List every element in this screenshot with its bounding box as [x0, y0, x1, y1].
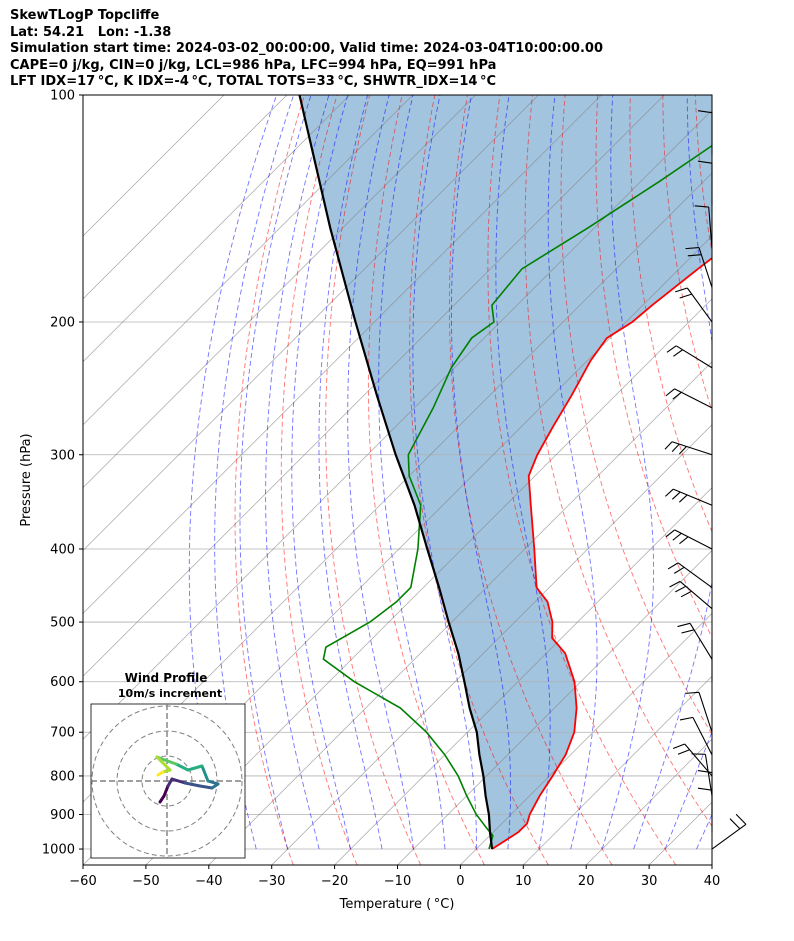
isotherm-line [775, 95, 794, 865]
x-tick-label: 10 [515, 874, 532, 889]
wind-barb-flag [698, 771, 712, 773]
x-tick-label: −40 [195, 874, 222, 889]
wind-barb-flag [665, 489, 673, 496]
y-tick-label: 800 [50, 769, 75, 784]
hodograph-trace [200, 786, 212, 788]
x-tick-label: 0 [456, 874, 464, 889]
wind-barb-flag [668, 563, 678, 569]
wind-barb-flag [666, 530, 675, 537]
moist-adiabat-line [240, 95, 311, 849]
wind-barb [687, 288, 712, 322]
x-tick-label: 40 [704, 874, 721, 889]
y-tick-label: 100 [50, 89, 75, 104]
inset-title: Wind Profile [125, 671, 208, 685]
wind-barb-flag [672, 444, 679, 452]
wind-barb-flag [680, 294, 692, 298]
dry-adiabat-line [761, 95, 794, 865]
x-tick-label: −60 [69, 874, 96, 889]
x-tick-label: −20 [321, 874, 348, 889]
y-tick-label: 500 [50, 616, 75, 631]
inset-subtitle: 10m/s increment [118, 687, 222, 700]
x-tick-label: −10 [384, 874, 411, 889]
wind-barb-flag [673, 350, 682, 357]
wind-barb-flag [667, 346, 676, 353]
dry-adiabat-line [235, 95, 304, 865]
y-axis-label: Pressure (hPa) [19, 433, 34, 526]
isotherm-line [712, 95, 794, 865]
wind-barb [675, 530, 712, 549]
wind-barb-flag [675, 586, 685, 592]
wind-barb [672, 442, 712, 455]
wind-barb-flag [673, 392, 682, 399]
wind-barb-flag [698, 788, 712, 790]
wind-barb-flag [736, 814, 746, 824]
wind-barb [673, 489, 712, 505]
wind-barb-flag [678, 623, 691, 626]
wind-barb-flag [665, 442, 672, 450]
wind-barb-flag [666, 389, 675, 396]
wind-barb-flag [681, 630, 694, 633]
x-tick-label: −30 [258, 874, 285, 889]
x-axis-label: Temperature ( °C) [339, 897, 455, 912]
cape-shading [300, 95, 794, 849]
wind-barb [675, 389, 712, 408]
x-tick-label: −50 [132, 874, 159, 889]
wind-barb-flag [679, 495, 687, 502]
x-tick-label: 20 [578, 874, 595, 889]
wind-barb-flag [678, 750, 690, 754]
y-tick-label: 600 [50, 675, 75, 690]
wind-barb-flag [680, 717, 693, 720]
wind-barb-flag [680, 537, 689, 544]
y-tick-label: 900 [50, 808, 75, 823]
wind-barb [685, 744, 712, 776]
wind-barb-flag [672, 492, 680, 499]
wind-barb-flag [681, 591, 691, 597]
wind-barb-flag [673, 744, 685, 748]
y-tick-label: 1000 [42, 843, 75, 858]
wind-barb-flag [730, 819, 740, 829]
dry-adiabat-line [728, 95, 794, 865]
y-tick-label: 700 [50, 726, 75, 741]
wind-barb [699, 692, 712, 732]
wind-barb [712, 824, 746, 849]
moist-adiabat-line [728, 95, 794, 849]
y-tick-label: 300 [50, 448, 75, 463]
x-tick-label: 30 [641, 874, 658, 889]
y-tick-label: 200 [50, 315, 75, 330]
y-tick-label: 400 [50, 542, 75, 557]
wind-barb-flag [673, 533, 682, 540]
wind-barb [690, 623, 712, 659]
